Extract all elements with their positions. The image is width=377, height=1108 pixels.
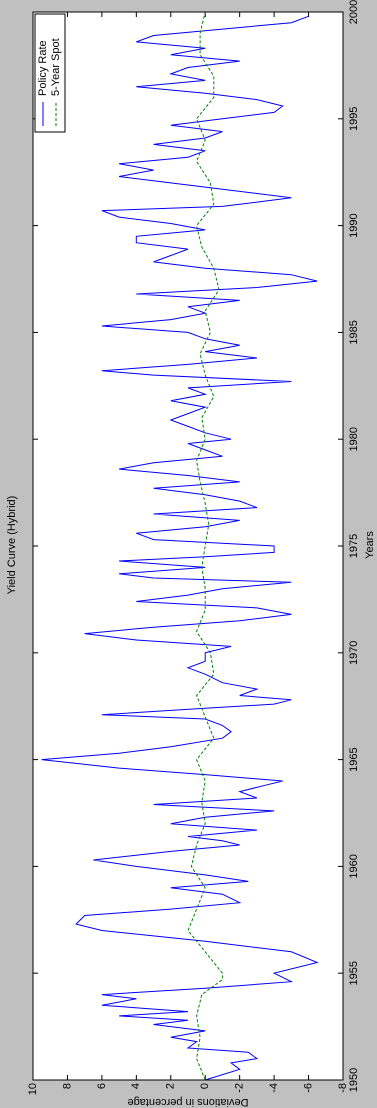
- x-tick-label: 1955: [348, 961, 360, 985]
- y-tick-label: 4: [130, 1083, 142, 1089]
- x-axis-label: Years: [364, 531, 376, 559]
- y-tick-label: -2: [234, 1083, 246, 1093]
- x-tick-label: 1985: [348, 320, 360, 344]
- plot-area: [33, 12, 343, 1080]
- x-tick-label: 1965: [348, 747, 360, 771]
- y-tick-label: -4: [268, 1083, 280, 1093]
- x-tick-label: 1970: [348, 641, 360, 665]
- x-tick-label: 1950: [348, 1068, 360, 1092]
- x-tick-label: 2000: [348, 0, 360, 24]
- y-tick-label: 0: [199, 1083, 211, 1089]
- legend-label: 5-Year Spot: [50, 38, 62, 96]
- y-tick-label: 10: [27, 1083, 39, 1095]
- y-tick-label: -6: [302, 1083, 314, 1093]
- rotated-chart: Yield Curve (Hybrid) Years 1950 1955 1960 1…: [6, 0, 376, 1108]
- x-tick-label: 1980: [348, 427, 360, 451]
- chart-title: Yield Curve (Hybrid): [6, 496, 18, 595]
- y-tick-label: 2: [165, 1083, 177, 1089]
- legend-label: Policy Rate: [37, 40, 49, 96]
- y-axis-label: Deviations in percentage: [127, 1096, 248, 1108]
- series-line: [187, 11, 223, 1081]
- series-line: [41, 15, 319, 1081]
- y-tick-label: -8: [337, 1083, 349, 1093]
- x-tick-label: 1960: [348, 854, 360, 878]
- axes-box: [32, 11, 344, 1081]
- y-tick-label: 6: [96, 1083, 108, 1089]
- x-tick-label: 1975: [348, 534, 360, 558]
- x-tick-label: 1990: [348, 213, 360, 237]
- x-tick-label: 1995: [348, 107, 360, 131]
- y-tick-label: 8: [61, 1083, 73, 1089]
